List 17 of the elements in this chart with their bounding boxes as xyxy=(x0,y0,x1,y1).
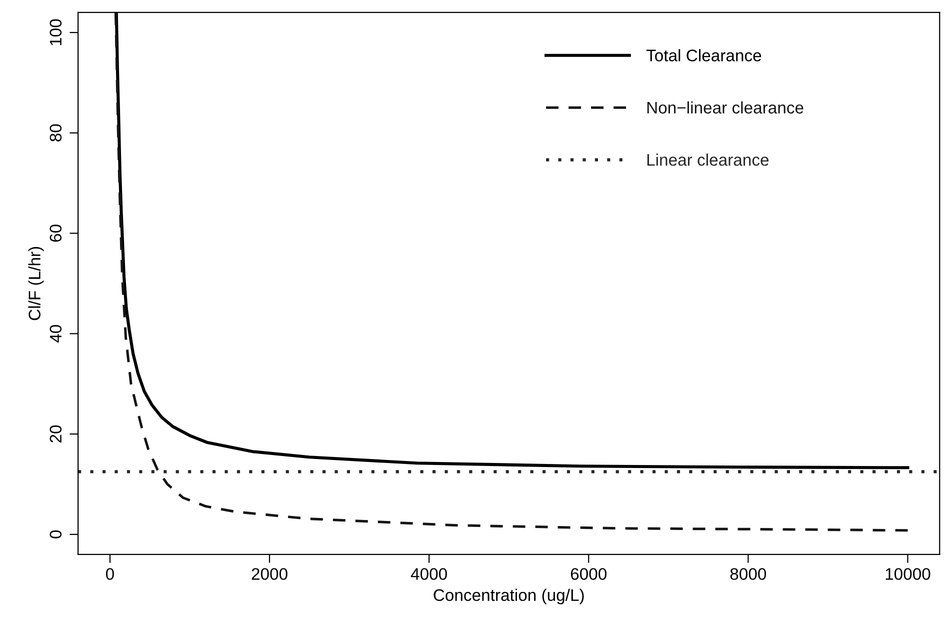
y-tick-label: 80 xyxy=(50,124,62,142)
x-tick-label: 0 xyxy=(106,568,114,580)
text: Total Clearance xyxy=(646,49,762,62)
x-tick-label: 2000 xyxy=(252,568,288,580)
x-tick-label: 8000 xyxy=(730,568,766,580)
x-tick-label: 6000 xyxy=(570,568,607,580)
text: Non−linear clearance xyxy=(647,101,804,114)
x-tick-label: 4000 xyxy=(410,568,447,580)
y-tick-label: 0 xyxy=(50,530,62,538)
x-tick-label: 10000 xyxy=(886,568,930,580)
y-tick-label: 40 xyxy=(50,325,62,343)
text: Linear clearance xyxy=(647,154,769,166)
y-tick-label: 60 xyxy=(50,224,62,242)
y-axis-title: Cl/F (L/hr) xyxy=(28,246,44,320)
x-axis-title: Concentration (ug/L) xyxy=(434,588,584,604)
y-tick-label: 100 xyxy=(50,19,62,46)
y-tick-label: 20 xyxy=(50,425,62,442)
